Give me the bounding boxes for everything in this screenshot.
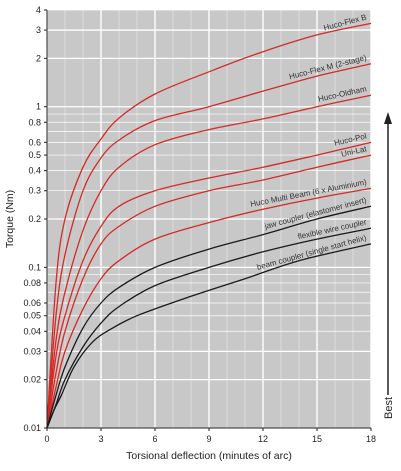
x-tick-label: 3 (98, 434, 103, 444)
series-line (46, 205, 372, 429)
y-tick-label: 0.3 (28, 186, 41, 196)
y-tick-label: 2 (36, 53, 41, 63)
y-tick-label: 0.05 (23, 311, 41, 321)
series-lines (46, 22, 372, 429)
y-tick-label: 0.4 (28, 166, 41, 176)
series-line (46, 63, 372, 429)
x-tick-label: 6 (152, 434, 157, 444)
y-tick-label: 0.03 (23, 346, 41, 356)
y-tick-label: 1 (36, 102, 41, 112)
series-line (46, 22, 372, 429)
y-tick-label: 0.01 (23, 423, 41, 433)
x-tick-label: 9 (206, 434, 211, 444)
y-tick-label: 0.02 (23, 375, 41, 385)
y-tick-label: 3 (36, 25, 41, 35)
y-axis-title: Torque (Nm) (4, 190, 16, 248)
y-tick-label: 4 (36, 5, 41, 15)
best-label: Best (383, 397, 395, 419)
best-indicator: Best (383, 112, 395, 419)
x-tick-label: 18 (366, 434, 376, 444)
y-tick-label: 0.1 (28, 262, 41, 272)
series-line (46, 141, 372, 429)
series-line (46, 227, 372, 429)
y-tick-label: 0.8 (28, 117, 41, 127)
x-tick-label: 15 (312, 434, 322, 444)
series-line (46, 94, 372, 429)
y-tick-label: 0.04 (23, 326, 41, 336)
series-line (46, 187, 372, 429)
x-tick-label: 12 (258, 434, 268, 444)
axes: 0 3 6 9 12 15 180.010.020.030.040.050.060.080.… (23, 5, 376, 444)
y-tick-label: 0.5 (28, 150, 41, 160)
x-tick-label: 0 (44, 434, 49, 444)
x-axis-title: Torsional deflection (minutes of arc) (126, 450, 292, 462)
y-tick-label: 0.2 (28, 214, 41, 224)
series-line (46, 154, 372, 429)
y-tick-label: 0.06 (23, 298, 41, 308)
series-line (46, 243, 372, 429)
best-arrow-head (384, 112, 392, 124)
y-tick-label: 0.6 (28, 137, 41, 147)
y-tick-label: 0.08 (23, 278, 41, 288)
